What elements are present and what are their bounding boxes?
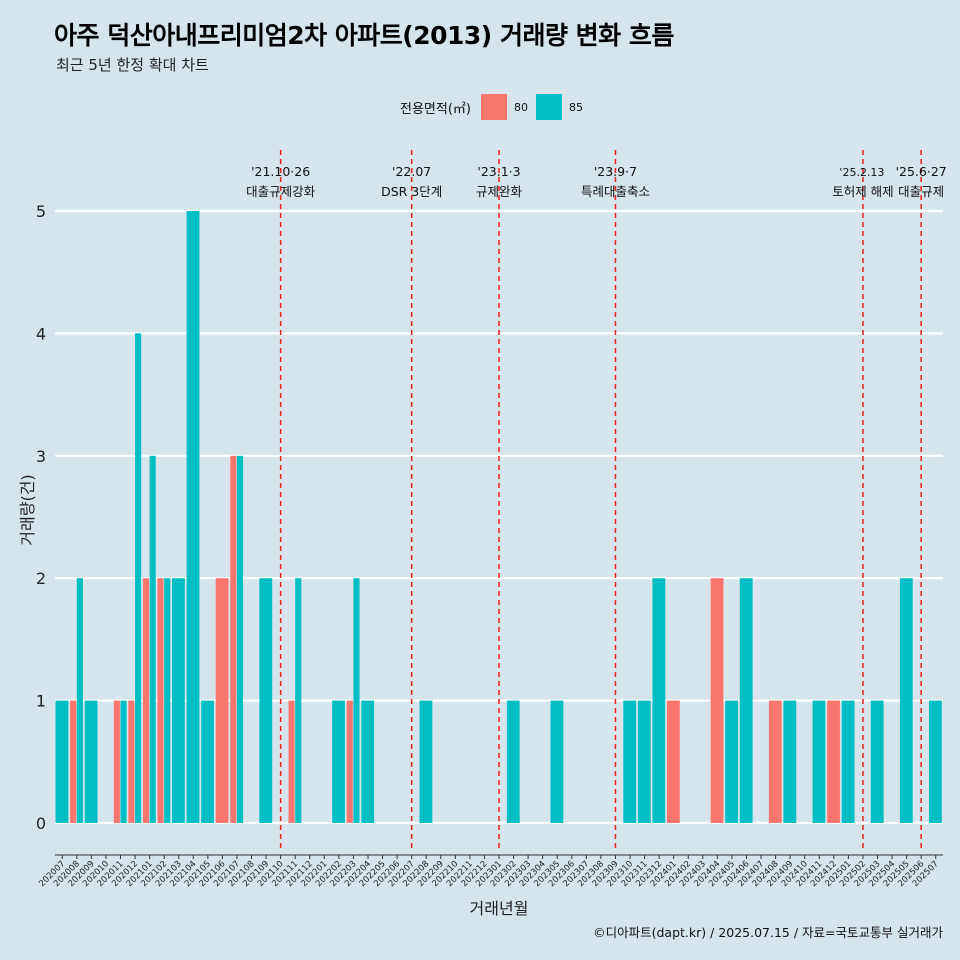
bar-85-202503 — [870, 700, 884, 823]
y-tick-label: 1 — [36, 692, 46, 711]
bar-85-202202 — [332, 700, 345, 823]
y-tick-label: 5 — [36, 202, 46, 221]
bar-80-202102 — [157, 578, 164, 823]
bar-85-202111 — [295, 578, 302, 823]
y-tick-label: 3 — [36, 447, 46, 466]
bar-85-202008 — [76, 578, 83, 823]
legend-swatch-85 — [535, 94, 562, 120]
legend: 전용면적(㎡) 80 85 — [400, 94, 591, 120]
bar-80-202101 — [142, 578, 150, 823]
bar-85-202302 — [506, 700, 520, 823]
bar-85-202311 — [637, 700, 651, 823]
bar-85-202507 — [929, 700, 942, 823]
chart-subtitle: 최근 5년 한정 확대 차트 — [56, 56, 209, 74]
bar-85-202103 — [172, 578, 185, 823]
y-axis-title: 거래량(건) — [18, 474, 37, 545]
event-label: 토허제 해제 — [832, 184, 893, 199]
bar-80-202107 — [230, 455, 237, 823]
event-label: DSR 3단계 — [381, 184, 442, 199]
bar-85-202102 — [164, 578, 171, 823]
bar-85-202009 — [84, 700, 98, 823]
bar-85-202501 — [841, 700, 855, 823]
event-label: 대출규제 — [898, 184, 944, 199]
bar-85-202105 — [201, 700, 214, 823]
chart-caption: ©디아파트(dapt.kr) / 2025.07.15 / 자료=국토교통부 실… — [593, 925, 943, 940]
legend-swatch-80 — [480, 94, 507, 120]
legend-title: 전용면적(㎡) — [400, 101, 471, 117]
event-label: 대출규제강화 — [246, 184, 316, 199]
bar-80-202106 — [215, 578, 229, 823]
bar-80-202401 — [666, 700, 680, 823]
bar-80-202404 — [710, 578, 724, 823]
bar-85-202305 — [550, 700, 564, 823]
event-label: 규제완화 — [476, 184, 523, 199]
event-date-label: '25.6·27 — [896, 164, 947, 179]
event-date-label: '25.2.13 — [839, 166, 884, 179]
bar-85-202012 — [135, 333, 142, 823]
bar-80-202012 — [128, 700, 135, 823]
bar-85-202409 — [783, 700, 797, 823]
bar-85-202310 — [623, 700, 637, 823]
bar-85-202101 — [149, 455, 156, 823]
bar-85-202007 — [55, 700, 69, 823]
y-tick-label: 2 — [36, 569, 46, 588]
bar-80-202412 — [827, 700, 840, 823]
bar-85-202203 — [353, 578, 360, 823]
bar-85-202109 — [259, 578, 273, 823]
bar-85-202104 — [186, 211, 200, 823]
x-axis-title: 거래년월 — [470, 899, 529, 918]
event-date-label: '23.1·3 — [477, 164, 520, 179]
bar-80-202408 — [768, 700, 782, 823]
bar-85-202312 — [652, 578, 666, 823]
y-tick-label: 4 — [36, 324, 46, 343]
bar-80-202111 — [288, 700, 295, 823]
bar-80-202008 — [70, 700, 77, 823]
event-label: 특례대출축소 — [581, 184, 650, 199]
bar-85-202406 — [739, 578, 753, 823]
bar-85-202411 — [812, 700, 826, 823]
y-tick-label: 0 — [36, 814, 46, 833]
bar-85-202107 — [236, 455, 244, 823]
bar-85-202208 — [419, 700, 433, 823]
bar-85-202011 — [120, 700, 127, 823]
event-date-label: '23.9·7 — [594, 164, 637, 179]
legend-label-85: 85 — [568, 100, 583, 114]
event-date-label: '21.10·26 — [251, 164, 310, 179]
bar-85-202204 — [361, 700, 375, 823]
legend-label-80: 80 — [513, 100, 528, 114]
bar-80-202203 — [346, 700, 353, 823]
bar-85-202405 — [725, 700, 739, 823]
bar-85-202505 — [899, 578, 913, 823]
bar-80-202011 — [113, 700, 120, 823]
chart-title: 아주 덕산아내프리미엄2차 아파트(2013) 거래량 변화 흐름 — [54, 21, 674, 50]
event-date-label: '22.07 — [392, 164, 431, 179]
